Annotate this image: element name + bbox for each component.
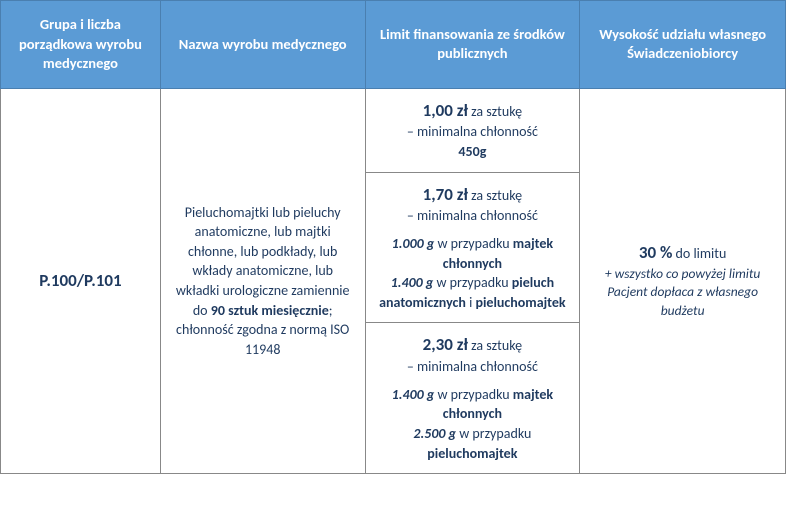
tier-2-sub: – minimalna chłonność xyxy=(378,206,568,226)
tier-3-cell: 2,30 zł za sztukę – minimalna chłonność … xyxy=(365,323,580,474)
tier-3-spec-2-g: 2.500 g xyxy=(413,425,456,442)
tier-3-unit: za sztukę xyxy=(468,337,522,354)
header-limit: Limit finansowania ze środków publicznyc… xyxy=(365,1,580,89)
product-code-cell: P.100/P.101 xyxy=(1,88,161,474)
description-bold: 90 sztuk miesięcznie xyxy=(211,302,329,319)
tier-3-spec-2: 2.500 g w przypadku pieluchomajtek xyxy=(378,424,568,463)
tier-2-spec-1-txt: w przypadku xyxy=(434,235,512,252)
tier-3-spec-1-txt: w przypadku xyxy=(434,386,512,403)
share-pct: 30 % xyxy=(639,242,672,263)
tier-1-price: 1,00 zł xyxy=(423,100,468,121)
tier-3-spec-2-b: pieluchomajtek xyxy=(427,445,517,462)
header-group: Grupa i liczba porządkowa wyrobu medyczn… xyxy=(1,1,161,89)
tier-3-sub: – minimalna chłonność xyxy=(378,357,568,377)
header-product-name: Nazwa wyrobu medycznego xyxy=(160,1,365,89)
tier-2-price-line: 1,70 zł za sztukę xyxy=(378,183,568,207)
tier-3-spec-2-txt: w przypadku xyxy=(456,425,531,442)
tier-1-sub: – minimalna chłonność xyxy=(378,122,568,142)
tier-2-price: 1,70 zł xyxy=(423,184,468,205)
tier-1-cell: 1,00 zł za sztukę – minimalna chłonność … xyxy=(365,88,580,172)
tier-2-spec-2-txt: w przypadku xyxy=(433,274,511,291)
table-row: P.100/P.101 Pieluchomajtki lub pieluchy … xyxy=(1,88,786,172)
product-code: P.100/P.101 xyxy=(39,270,121,291)
share-pct-suffix: do limitu xyxy=(672,245,726,262)
tier-2-spec-1-g: 1.000 g xyxy=(392,235,435,252)
tier-1-absorb: 450g xyxy=(378,142,568,162)
financing-table: Grupa i liczba porządkowa wyrobu medyczn… xyxy=(0,0,786,474)
tier-3-price: 2,30 zł xyxy=(423,334,468,355)
share-cell: 30 % do limitu + wszystko co powyżej lim… xyxy=(580,88,786,474)
share-note: + wszystko co powyżej limitu Pacjent dop… xyxy=(592,265,773,322)
tier-2-spec-2: 1.400 g w przypadku pieluch anatomicznyc… xyxy=(378,273,568,312)
tier-2-unit: za sztukę xyxy=(468,187,522,204)
header-share: Wysokość udziału własnego Świadczeniobio… xyxy=(580,1,786,89)
header-row: Grupa i liczba porządkowa wyrobu medyczn… xyxy=(1,1,786,89)
tier-2-spec-1: 1.000 g w przypadku majtek chłonnych xyxy=(378,234,568,273)
tier-2-cell: 1,70 zł za sztukę – minimalna chłonność … xyxy=(365,172,580,323)
tier-2-spec-2-g: 1.400 g xyxy=(391,274,434,291)
product-description-cell: Pieluchomajtki lub pieluchy anatomiczne,… xyxy=(160,88,365,474)
tier-2-spec-2-b2: pieluchomajtek xyxy=(475,294,565,311)
tier-3-spec-1-g: 1.400 g xyxy=(392,386,435,403)
tier-1-unit: za sztukę xyxy=(468,103,522,120)
tier-1-price-line: 1,00 zł za sztukę xyxy=(378,99,568,123)
tier-3-price-line: 2,30 zł za sztukę xyxy=(378,333,568,357)
tier-3-spec-1: 1.400 g w przypadku majtek chłonnych xyxy=(378,385,568,424)
share-pct-line: 30 % do limitu xyxy=(592,241,773,265)
